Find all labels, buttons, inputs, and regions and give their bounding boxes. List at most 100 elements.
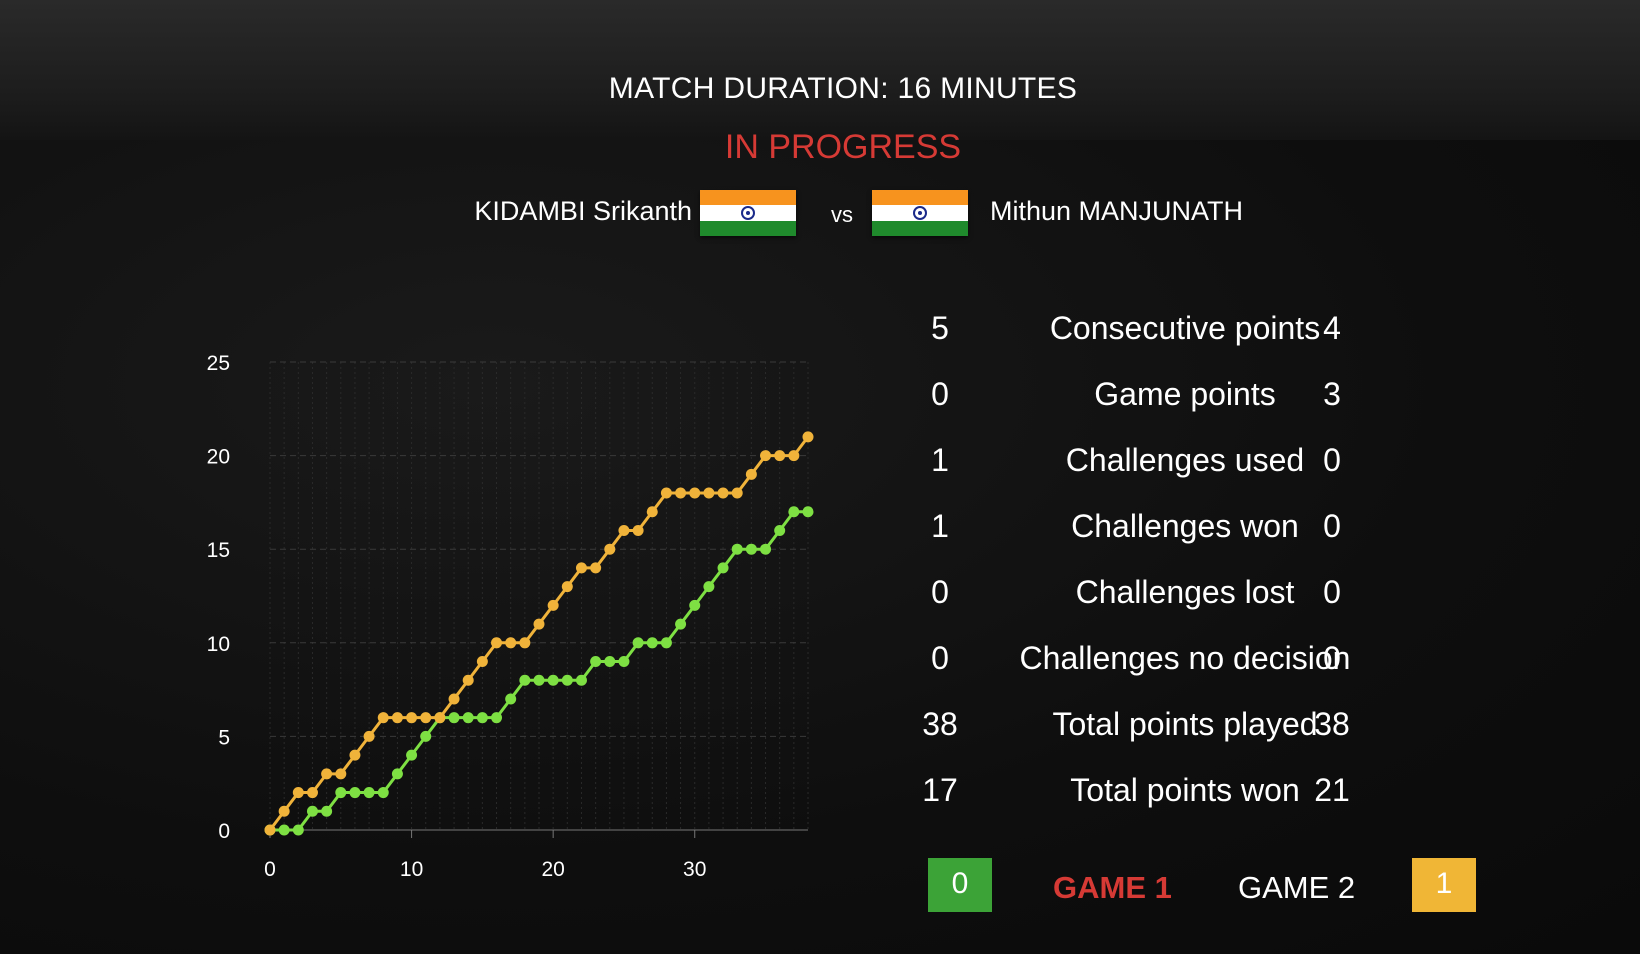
- data-point: [604, 656, 616, 668]
- player-right-name: Mithun MANJUNATH: [990, 196, 1244, 226]
- stat-label: Challenges used: [1065, 442, 1305, 478]
- data-point: [278, 824, 290, 836]
- score-progression-chart: 0 5 10 15 20 25 0 10 20 30: [207, 352, 814, 881]
- header-background: [0, 0, 1640, 140]
- data-point: [675, 618, 687, 630]
- data-point: [533, 674, 545, 686]
- stat-label: Total points won: [1070, 772, 1300, 808]
- data-point: [745, 543, 757, 555]
- data-point: [462, 674, 474, 686]
- data-point: [505, 637, 517, 649]
- data-point: [774, 524, 786, 536]
- data-point: [434, 712, 446, 724]
- data-point: [349, 787, 361, 799]
- stat-row: 38 Total points played 38: [880, 696, 1500, 762]
- data-point: [802, 431, 814, 443]
- data-point: [689, 487, 701, 499]
- data-point: [604, 543, 616, 555]
- data-point: [731, 487, 743, 499]
- right-games-won-badge: 1: [1412, 858, 1476, 912]
- data-point: [377, 787, 389, 799]
- data-point: [391, 768, 403, 780]
- data-point: [476, 712, 488, 724]
- y-tick-label: 25: [207, 352, 230, 375]
- data-point: [575, 562, 587, 574]
- data-point: [363, 787, 375, 799]
- versus-label: vs: [831, 202, 853, 227]
- x-tick-label: 0: [264, 858, 276, 881]
- data-point: [632, 637, 644, 649]
- stat-label: Consecutive points: [1049, 310, 1321, 346]
- stat-label: Challenges no decision: [1019, 640, 1351, 676]
- stat-right-value: 0: [1323, 574, 1341, 610]
- data-point: [321, 768, 333, 780]
- stat-right-value: 3: [1323, 376, 1341, 412]
- data-point: [774, 450, 786, 462]
- data-point: [448, 712, 460, 724]
- stat-left-value: 0: [931, 376, 949, 412]
- data-point: [760, 450, 772, 462]
- data-point: [703, 581, 715, 593]
- data-point: [788, 506, 800, 518]
- stat-label: Total points played: [1052, 706, 1318, 742]
- data-point: [292, 824, 304, 836]
- stat-left-value: 38: [922, 706, 958, 742]
- data-point: [646, 637, 658, 649]
- data-point: [590, 562, 602, 574]
- y-tick-label: 10: [207, 633, 230, 656]
- stat-right-value: 0: [1323, 640, 1341, 676]
- stat-right-value: 0: [1323, 442, 1341, 478]
- tab-game-1[interactable]: GAME 1: [1053, 870, 1172, 905]
- data-point: [391, 712, 403, 724]
- player-left-name: KIDAMBI Srikanth: [474, 196, 692, 226]
- stat-label: Challenges won: [1071, 508, 1299, 544]
- stat-right-value: 4: [1323, 310, 1341, 346]
- tab-game-2[interactable]: GAME 2: [1238, 870, 1356, 905]
- data-point: [760, 543, 772, 555]
- stat-row: 5 Consecutive points 4: [880, 300, 1500, 366]
- data-point: [505, 693, 517, 705]
- data-point: [561, 581, 573, 593]
- stat-row: 0 Challenges lost 0: [880, 564, 1500, 630]
- data-point: [519, 637, 531, 649]
- data-point: [717, 562, 729, 574]
- india-flag-icon: [872, 190, 968, 236]
- india-flag-icon: [700, 190, 796, 236]
- y-tick-label: 15: [207, 539, 230, 562]
- data-point: [519, 674, 531, 686]
- x-tick-label: 10: [400, 858, 423, 881]
- page-background: [0, 140, 1640, 954]
- data-point: [561, 674, 573, 686]
- x-tick-label: 30: [683, 858, 706, 881]
- data-point: [306, 787, 318, 799]
- data-point: [406, 712, 418, 724]
- stat-row: 1 Challenges used 0: [880, 432, 1500, 498]
- data-point: [660, 487, 672, 499]
- data-point: [335, 768, 347, 780]
- data-point: [731, 543, 743, 555]
- data-point: [745, 468, 757, 480]
- data-point: [476, 656, 488, 668]
- stat-left-value: 5: [931, 310, 949, 346]
- stat-left-value: 1: [931, 508, 949, 544]
- data-point: [448, 693, 460, 705]
- data-point: [278, 805, 290, 817]
- data-point: [264, 824, 276, 836]
- data-point: [590, 656, 602, 668]
- data-point: [703, 487, 715, 499]
- y-tick-label: 0: [218, 820, 230, 843]
- data-point: [420, 712, 432, 724]
- stat-left-value: 1: [931, 442, 949, 478]
- stat-row: 0 Challenges no decision 0: [880, 630, 1500, 696]
- data-point: [575, 674, 587, 686]
- data-point: [632, 524, 644, 536]
- data-point: [306, 805, 318, 817]
- data-point: [462, 712, 474, 724]
- data-point: [491, 712, 503, 724]
- match-duration-title: MATCH DURATION: 16 MINUTES: [608, 72, 1078, 105]
- data-point: [660, 637, 672, 649]
- data-point: [689, 599, 701, 611]
- y-tick-label: 5: [218, 726, 230, 749]
- data-point: [717, 487, 729, 499]
- data-point: [802, 506, 814, 518]
